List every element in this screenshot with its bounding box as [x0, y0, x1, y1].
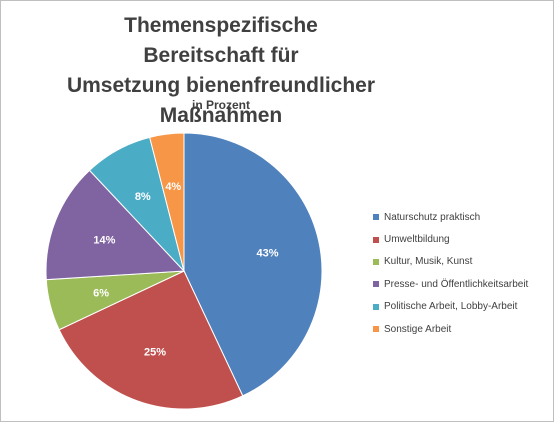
legend-swatch: [373, 281, 379, 288]
slice-value-label: 43%: [256, 247, 278, 259]
legend-swatch: [373, 258, 379, 265]
legend-swatch: [373, 214, 379, 221]
legend-label: Sonstige Arbeit: [384, 323, 452, 335]
legend-item: Politische Arbeit, Lobby-Arbeit: [373, 296, 528, 318]
legend-label: Umweltbildung: [384, 234, 450, 246]
legend-label: Kultur, Musik, Kunst: [384, 256, 473, 268]
slice-value-label: 14%: [93, 235, 115, 247]
slice-value-label: 6%: [93, 287, 109, 299]
chart-subtitle: in Prozent: [191, 98, 250, 112]
legend-item: Kultur, Musik, Kunst: [373, 251, 528, 273]
slice-value-label: 4%: [165, 181, 181, 193]
legend-item: Umweltbildung: [373, 228, 528, 250]
legend: Naturschutz praktisch Umweltbildung Kultur…: [373, 206, 528, 340]
slice-value-label: 8%: [135, 191, 151, 203]
legend-swatch: [373, 326, 379, 333]
pie-slice: [149, 132, 185, 272]
pie-slice: [58, 270, 244, 410]
slice-value-label: 25%: [144, 347, 166, 359]
legend-label: Presse- und Öffentlichkeitsarbeit: [384, 278, 529, 290]
legend-swatch: [373, 303, 379, 310]
legend-swatch: [373, 236, 379, 243]
legend-item: Presse- und Öffentlichkeitsarbeit: [373, 273, 528, 295]
legend-item: Sonstige Arbeit: [373, 318, 528, 340]
legend-item: Naturschutz praktisch: [373, 206, 528, 228]
legend-label: Naturschutz praktisch: [384, 211, 481, 223]
pie-slice: [45, 169, 186, 281]
chart-title: Themenspezifische Bereitschaft für Umset…: [66, 14, 376, 127]
legend-label: Politische Arbeit, Lobby-Arbeit: [384, 301, 518, 313]
pie-slice: [183, 132, 323, 397]
